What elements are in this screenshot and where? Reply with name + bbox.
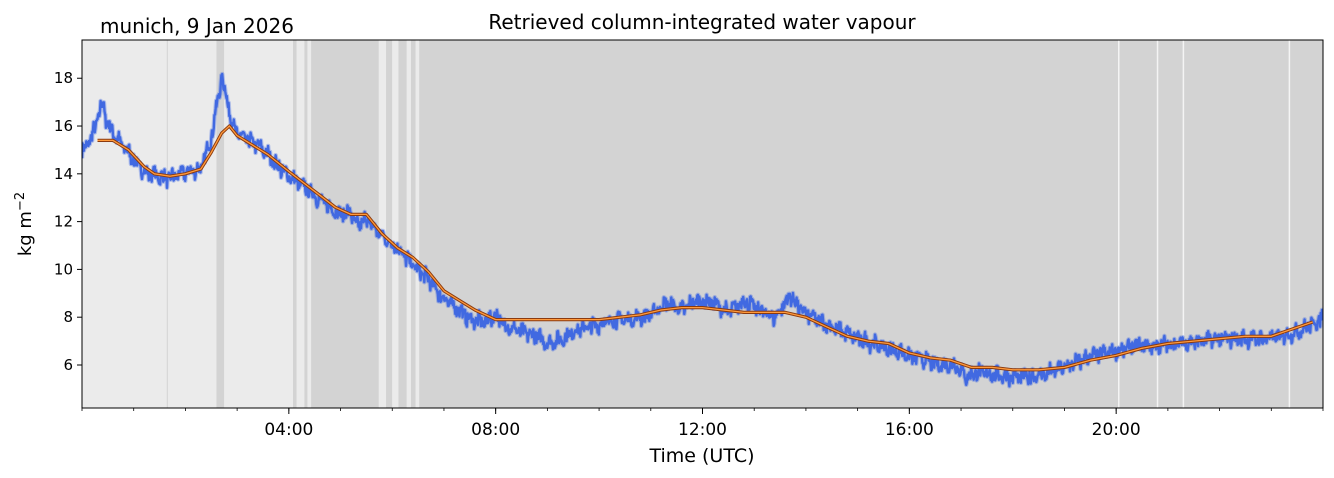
series-layer (82, 71, 1323, 389)
x-tick-label: 20:00 (1092, 420, 1141, 440)
light-shading-band (296, 40, 305, 408)
y-axis-label-unit: kg m (15, 211, 36, 256)
dark-shading-band (292, 40, 297, 408)
daylight-shading-bands (82, 40, 1323, 408)
chart-title: Retrieved column-integrated water vapour (488, 10, 916, 34)
y-tick-label: 10 (54, 260, 73, 278)
x-tick-label: 08:00 (471, 420, 520, 440)
x-tick-label: 04:00 (264, 420, 313, 440)
y-axis-label: kg m−2 (13, 192, 36, 256)
raw-iwv-series-line (82, 72, 1323, 388)
light-shading-band (307, 40, 312, 408)
x-axis-label: Time (UTC) (648, 445, 754, 467)
y-axis-ticks: 6 8 10 12 14 16 18 (54, 69, 82, 374)
y-tick-label: 18 (54, 69, 73, 87)
dark-shading-band (386, 40, 393, 408)
x-tick-label: 16:00 (885, 420, 934, 440)
y-tick-label: 14 (54, 165, 73, 183)
light-shading-band (392, 40, 399, 408)
light-shading-band (82, 40, 217, 408)
dark-shading-band (410, 40, 416, 408)
light-shading-band (415, 40, 420, 408)
dark-shading-band (304, 40, 308, 408)
y-tick-label: 12 (54, 213, 73, 231)
smoothed-iwv-series-line (97, 125, 1313, 371)
x-tick-label: 12:00 (678, 420, 727, 440)
y-tick-label: 6 (63, 356, 73, 374)
dark-shading-band (398, 40, 407, 408)
raw-iwv-series-core (82, 71, 1323, 389)
y-tick-label: 16 (54, 117, 73, 135)
light-shading-band (406, 40, 411, 408)
dark-shading-band (216, 40, 225, 408)
y-tick-label: 8 (63, 308, 73, 326)
x-axis-ticks: 04:00 08:00 12:00 16:00 20:00 (81, 408, 1324, 440)
light-shading-band (224, 40, 293, 408)
light-shading-band (378, 40, 387, 408)
y-axis-label-exponent: −2 (13, 192, 28, 211)
location-date-label: munich, 9 Jan 2026 (100, 14, 294, 38)
